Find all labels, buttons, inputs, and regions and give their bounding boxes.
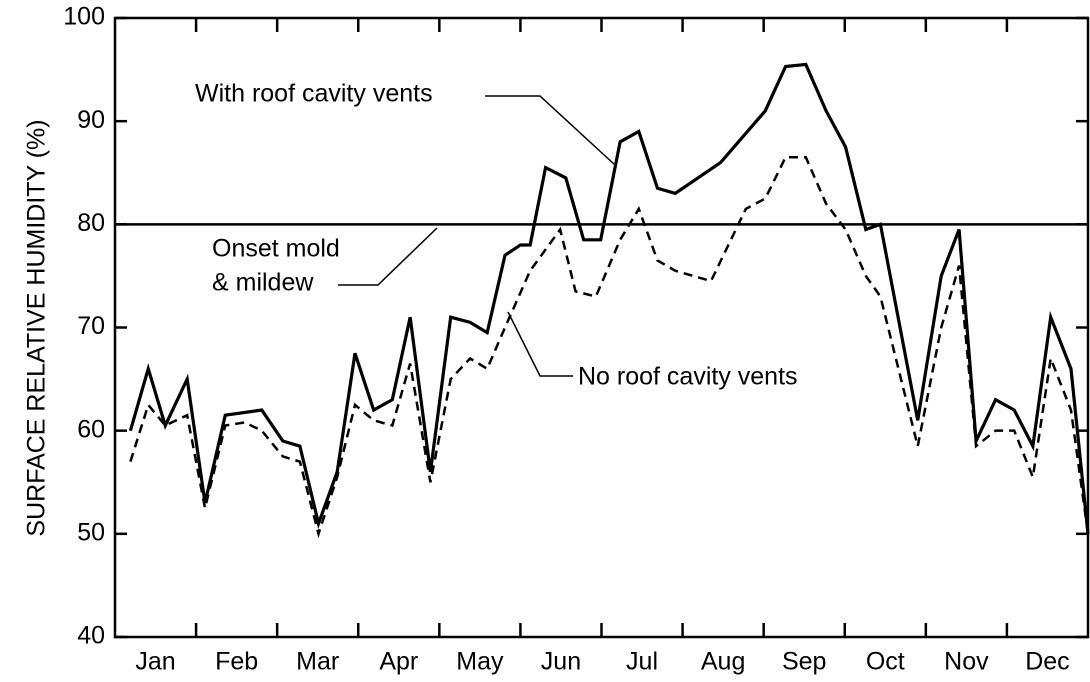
leader-line — [485, 95, 616, 166]
x-tick-label: Dec — [1025, 648, 1069, 676]
annotation: & mildew — [212, 269, 314, 297]
x-tick-label: Jun — [541, 648, 581, 676]
x-tick-label: Jan — [135, 648, 175, 676]
x-tick-label: Oct — [866, 648, 905, 676]
y-axis-label: SURFACE RELATIVE HUMIDITY (%) — [23, 119, 51, 536]
x-tick-label: Jul — [626, 648, 658, 676]
y-tick-label: 60 — [77, 415, 105, 443]
y-tick-label: 70 — [77, 312, 105, 340]
x-tick-label: May — [456, 648, 504, 676]
annotation: Onset mold — [212, 235, 340, 263]
series-line — [129, 156, 1090, 539]
x-tick-label: Aug — [701, 648, 745, 676]
y-tick-label: 100 — [63, 3, 105, 31]
x-tick-label: Sep — [782, 648, 826, 676]
annotation: With roof cavity vents — [195, 80, 433, 108]
series-line — [128, 62, 1090, 534]
y-tick-label: 80 — [77, 209, 105, 237]
x-tick-label: Nov — [944, 648, 989, 676]
y-tick-label: 50 — [77, 518, 105, 546]
annotation: No roof cavity vents — [578, 363, 798, 391]
leader-line — [507, 311, 573, 377]
x-tick-label: Apr — [379, 648, 418, 676]
leader-line — [338, 227, 438, 286]
y-tick-label: 90 — [77, 106, 105, 134]
y-tick-label: 40 — [77, 622, 105, 650]
x-tick-label: Feb — [215, 648, 258, 676]
x-tick-label: Mar — [296, 648, 339, 676]
